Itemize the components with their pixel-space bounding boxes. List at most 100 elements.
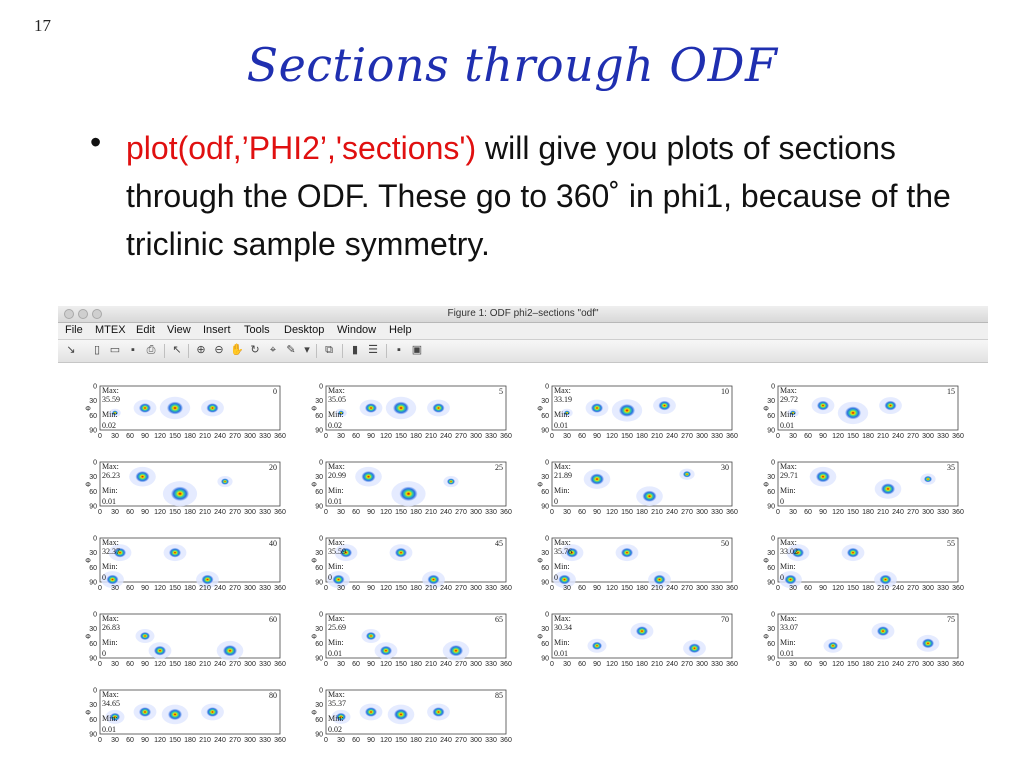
x-tick-label: 300 xyxy=(922,661,934,668)
zoom-in-icon[interactable]: ⊕ xyxy=(196,344,206,356)
zoom-window-button[interactable] xyxy=(92,309,102,319)
x-tick-label: 210 xyxy=(877,433,889,440)
x-tick-label: 270 xyxy=(229,661,241,668)
x-tick-label: 30 xyxy=(337,509,345,516)
x-tick-label: 60 xyxy=(126,661,134,668)
odf-peak xyxy=(393,401,409,415)
x-tick-label: 240 xyxy=(440,509,452,516)
x-tick-label: 180 xyxy=(410,737,422,744)
y-tick-label: 90 xyxy=(89,580,97,587)
x-tick-label: 240 xyxy=(666,509,678,516)
odf-peak xyxy=(394,708,408,721)
menu-insert[interactable]: Insert xyxy=(203,324,231,336)
minimize-window-button[interactable] xyxy=(78,309,88,319)
y-tick-label: 0 xyxy=(319,460,323,467)
menu-help[interactable]: Help xyxy=(389,324,412,336)
x-tick-label: 0 xyxy=(98,433,102,440)
y-tick-label: 30 xyxy=(89,550,97,557)
bullet-marker: • xyxy=(90,124,102,160)
phi2-label: 80 xyxy=(269,691,277,700)
min-value: 0.02 xyxy=(328,421,342,430)
menu-mtex[interactable]: MTEX xyxy=(95,324,126,336)
print-icon[interactable]: ⎙ xyxy=(146,344,156,356)
y-tick-label: 60 xyxy=(315,641,323,648)
x-tick-label: 150 xyxy=(395,433,407,440)
x-tick-label: 90 xyxy=(593,433,601,440)
x-tick-label: 330 xyxy=(485,661,497,668)
min-value: 0.01 xyxy=(554,649,568,658)
x-tick-label: 270 xyxy=(455,661,467,668)
x-tick-label: 0 xyxy=(550,661,554,668)
y-tick-label: 90 xyxy=(541,656,549,663)
pan-hand-icon[interactable]: ✋ xyxy=(230,344,244,356)
phi2-label: 40 xyxy=(269,539,277,548)
pointer-icon[interactable]: ↖ xyxy=(172,344,182,356)
dock-arrow-icon[interactable]: ↘ xyxy=(66,344,76,356)
x-tick-label: 180 xyxy=(636,509,648,516)
x-tick-label: 240 xyxy=(892,433,904,440)
menu-window[interactable]: Window xyxy=(337,324,377,336)
y-axis-label: Φ xyxy=(311,482,317,489)
odf-section-panel: Max: 21.89 Min: 0 30 0 30 60 90 Φ 0 30 60 90 120 150 180… xyxy=(528,455,738,517)
odf-section-panel: Max: 20.99 Min: 0.01 25 0 30 60 90 Φ 0 30 60 90 120 150… xyxy=(302,455,512,517)
show-tools-icon[interactable]: ▣ xyxy=(411,344,423,356)
colorbar-icon[interactable]: ▮ xyxy=(351,344,359,356)
x-tick-label: 90 xyxy=(593,585,601,592)
menu-file[interactable]: File xyxy=(65,324,83,336)
plot-frame xyxy=(325,689,507,735)
menu-tools[interactable]: Tools xyxy=(244,324,270,336)
odf-section-panel: Max: 35.59 Min: 0.02 0 0 30 60 90 Φ 0 30 60 90 120 150 1… xyxy=(76,379,286,441)
legend-icon[interactable]: ☰ xyxy=(368,344,378,356)
odf-peak xyxy=(338,410,344,416)
menu-view[interactable]: View xyxy=(167,324,191,336)
link-plot-icon[interactable]: ⧉ xyxy=(325,344,333,356)
x-tick-label: 360 xyxy=(726,661,738,668)
y-tick-label: 30 xyxy=(315,626,323,633)
odf-peak xyxy=(845,406,861,420)
rotate-icon[interactable]: ↻ xyxy=(250,344,260,356)
data-cursor-icon[interactable]: ⌖ xyxy=(269,344,277,356)
x-tick-label: 270 xyxy=(229,585,241,592)
x-tick-label: 30 xyxy=(337,585,345,592)
x-tick-label: 270 xyxy=(907,585,919,592)
x-tick-label: 60 xyxy=(578,661,586,668)
hide-tools-icon[interactable]: ▪ xyxy=(397,344,401,356)
x-tick-label: 0 xyxy=(98,737,102,744)
menu-edit[interactable]: Edit xyxy=(136,324,155,336)
x-tick-label: 90 xyxy=(593,661,601,668)
new-figure-icon[interactable]: ▯ xyxy=(93,344,101,356)
close-window-button[interactable] xyxy=(64,309,74,319)
odf-peak xyxy=(201,574,214,585)
x-tick-label: 90 xyxy=(141,509,149,516)
x-tick-label: 330 xyxy=(485,737,497,744)
x-tick-label: 120 xyxy=(606,661,618,668)
odf-peak xyxy=(427,574,440,585)
x-tick-label: 120 xyxy=(380,585,392,592)
x-tick-label: 0 xyxy=(776,509,780,516)
x-tick-label: 150 xyxy=(847,585,859,592)
max-value: 21.89 xyxy=(554,471,572,480)
plot-frame xyxy=(777,385,959,431)
min-label: Min: xyxy=(328,714,344,723)
open-file-icon[interactable]: ▭ xyxy=(109,344,121,356)
x-tick-label: 120 xyxy=(606,433,618,440)
x-tick-label: 360 xyxy=(274,509,286,516)
brush-icon[interactable]: ✎ xyxy=(286,344,296,356)
y-tick-label: 0 xyxy=(93,612,97,619)
brush-dropdown-icon[interactable]: ▾ xyxy=(304,344,310,356)
phi2-label: 20 xyxy=(269,463,277,472)
x-tick-label: 90 xyxy=(367,661,375,668)
y-axis-label: Φ xyxy=(311,634,317,641)
menu-desktop[interactable]: Desktop xyxy=(284,324,325,336)
x-tick-label: 60 xyxy=(578,433,586,440)
zoom-out-icon[interactable]: ⊖ xyxy=(214,344,224,356)
x-tick-label: 90 xyxy=(367,509,375,516)
save-icon[interactable]: ▪ xyxy=(131,344,135,356)
y-tick-label: 30 xyxy=(767,550,775,557)
x-tick-label: 90 xyxy=(819,661,827,668)
odf-peak xyxy=(336,712,346,721)
min-value: 0 xyxy=(554,497,558,506)
x-tick-label: 30 xyxy=(563,661,571,668)
y-tick-label: 30 xyxy=(541,398,549,405)
odf-peak xyxy=(566,547,578,558)
